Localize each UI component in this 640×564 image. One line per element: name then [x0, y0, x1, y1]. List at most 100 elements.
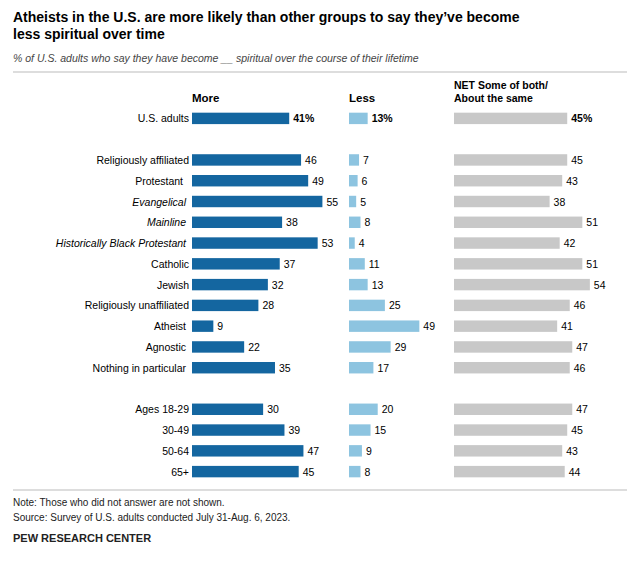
data-label: 30	[267, 403, 279, 415]
data-label: 38	[286, 216, 298, 228]
title: Atheists in the U.S. are more likely tha…	[13, 9, 520, 42]
note: Source: Survey of U.S. adults conducted …	[13, 512, 290, 523]
data-label: 51	[586, 258, 598, 270]
separator	[13, 490, 627, 491]
bar	[349, 237, 355, 248]
header-line: NET Some of both/	[454, 79, 548, 91]
data-label: 4	[359, 237, 365, 249]
category-label: 50-64	[162, 445, 189, 457]
data-label: 55	[326, 196, 338, 208]
bar	[454, 258, 582, 269]
category-label: Atheist	[154, 320, 186, 332]
bar	[454, 404, 572, 415]
bar	[192, 237, 318, 248]
separator	[13, 72, 627, 73]
header-line: About the same	[454, 92, 533, 104]
bars	[349, 113, 419, 478]
title-line: less spiritual over time	[13, 26, 165, 42]
bar	[192, 445, 303, 456]
title-line: Atheists in the U.S. are more likely tha…	[13, 9, 520, 25]
data-label: 6	[362, 175, 368, 187]
category-label: Jewish	[157, 279, 189, 291]
bar	[349, 154, 359, 165]
category-label: Agnostic	[146, 341, 186, 353]
data-label: 45	[571, 154, 583, 166]
bar	[349, 320, 419, 331]
data-label: 49	[423, 320, 435, 332]
bar	[454, 341, 572, 352]
data-label: 46	[574, 362, 586, 374]
series-header: NET Some of both/About the same	[454, 79, 548, 104]
data-label: 29	[395, 341, 407, 353]
category-label: Evangelical	[132, 196, 186, 208]
bar	[192, 300, 258, 311]
note: Note: Those who did not answer are not s…	[13, 497, 225, 508]
bar	[192, 424, 284, 435]
category-label: Mainline	[147, 216, 186, 228]
series-header: Less	[349, 92, 375, 104]
data-label: 47	[307, 445, 319, 457]
data-label: 43	[566, 445, 578, 457]
category-label: 65+	[171, 466, 189, 478]
bar	[454, 466, 565, 477]
chart: Atheists in the U.S. are more likely tha…	[0, 0, 640, 564]
category-label: Religiously affiliated	[96, 154, 189, 166]
bar	[349, 466, 360, 477]
data-label: 54	[594, 279, 606, 291]
bar	[349, 258, 365, 269]
bar	[192, 320, 213, 331]
bar	[454, 154, 567, 165]
bar	[192, 404, 263, 415]
bars	[192, 113, 322, 478]
data-label: 13%	[372, 112, 394, 124]
bar	[349, 113, 368, 124]
subtitle: % of U.S. adults who say they have becom…	[13, 52, 419, 64]
data-label: 44	[569, 466, 581, 478]
bar	[454, 196, 550, 207]
data-label: 41%	[293, 112, 315, 124]
bar	[454, 300, 570, 311]
data-label: 42	[564, 237, 576, 249]
data-label: 25	[389, 299, 401, 311]
data-label: 35	[279, 362, 291, 374]
bar	[349, 175, 358, 186]
category-label: Historically Black Protestant	[56, 237, 187, 249]
bar	[454, 217, 582, 228]
data-label: 46	[305, 154, 317, 166]
data-label: 13	[372, 279, 384, 291]
data-label: 22	[248, 341, 260, 353]
data-label: 47	[576, 403, 588, 415]
bars	[454, 113, 590, 478]
data-label: 43	[566, 175, 578, 187]
data-label: 45	[303, 466, 315, 478]
bar	[454, 279, 590, 290]
data-label: 47	[576, 341, 588, 353]
data-label: 46	[574, 299, 586, 311]
data-label: 28	[262, 299, 274, 311]
bar	[454, 445, 562, 456]
category-label: 30-49	[162, 424, 189, 436]
data-label: 8	[364, 216, 370, 228]
data-label: 17	[377, 362, 389, 374]
bar	[192, 175, 308, 186]
bar	[349, 404, 378, 415]
data-label: 11	[369, 258, 380, 270]
data-label: 37	[284, 258, 296, 270]
bar	[349, 196, 356, 207]
bar	[192, 196, 322, 207]
header-line: Less	[349, 92, 375, 104]
bar	[349, 341, 391, 352]
data-label: 45%	[571, 112, 593, 124]
bar	[454, 424, 567, 435]
data-label: 45	[571, 424, 583, 436]
footer: PEW RESEARCH CENTER	[13, 532, 151, 544]
data-label: 7	[363, 154, 369, 166]
bar	[349, 362, 373, 373]
data-label: 32	[272, 279, 284, 291]
category-label: Nothing in particular	[93, 362, 187, 374]
series-header: More	[192, 92, 219, 104]
data-label: 49	[312, 175, 324, 187]
bar	[454, 113, 567, 124]
bar	[454, 362, 570, 373]
data-label: 9	[366, 445, 372, 457]
